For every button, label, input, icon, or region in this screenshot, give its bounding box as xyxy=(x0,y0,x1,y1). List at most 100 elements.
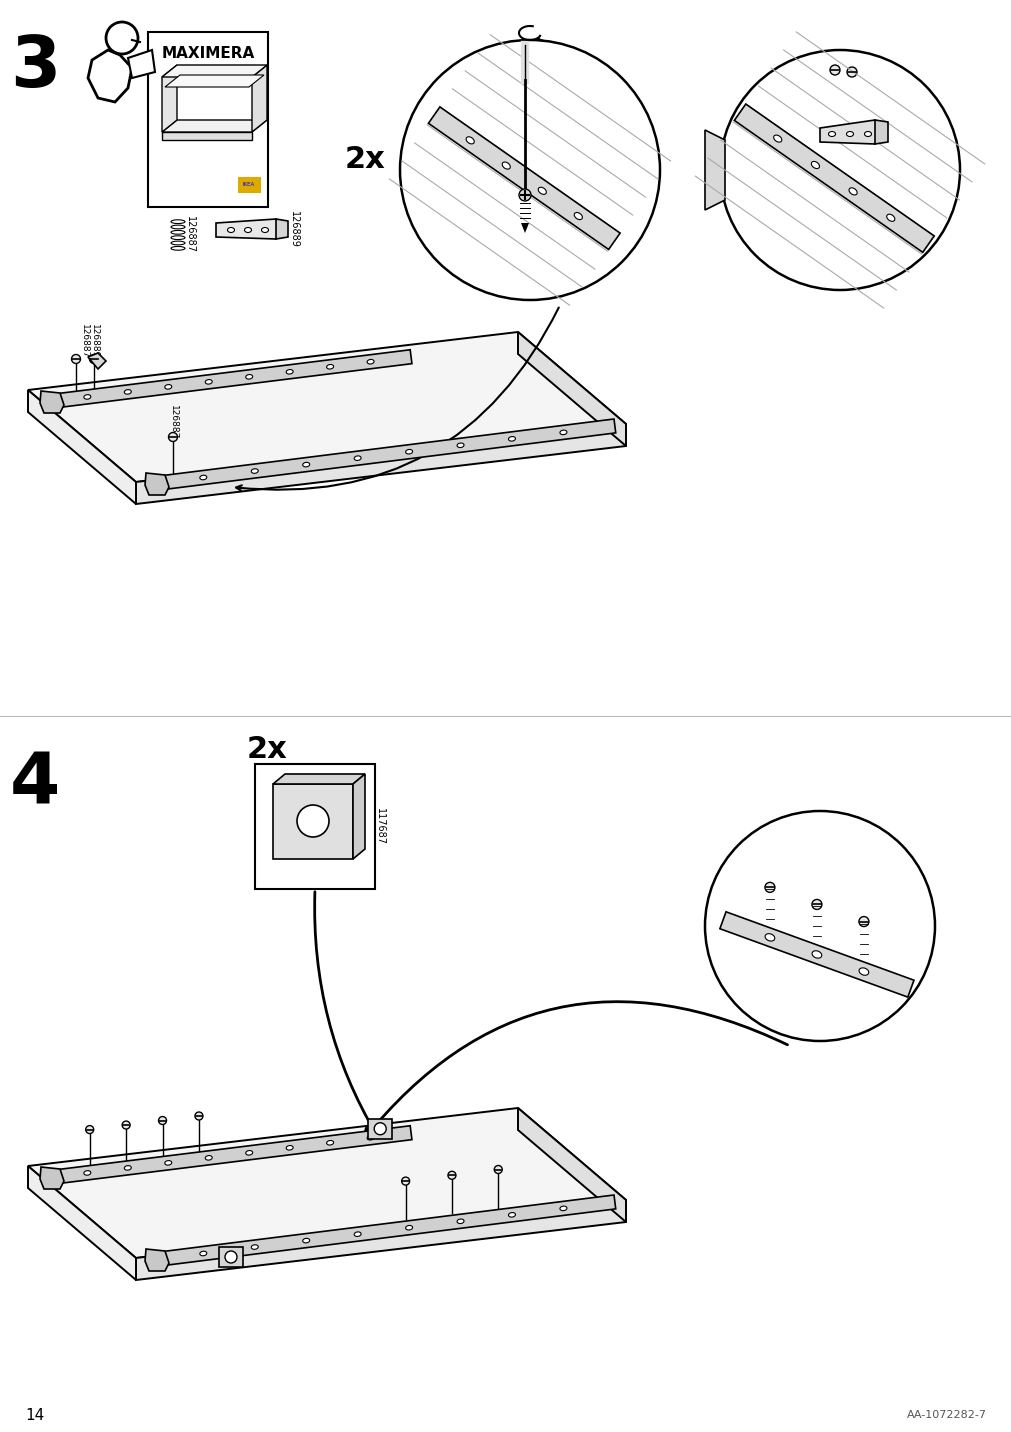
Bar xyxy=(255,765,375,889)
Ellipse shape xyxy=(302,463,309,467)
Ellipse shape xyxy=(84,1170,91,1176)
Ellipse shape xyxy=(286,1146,293,1150)
Polygon shape xyxy=(521,223,529,233)
Ellipse shape xyxy=(367,1136,374,1140)
Polygon shape xyxy=(145,1249,169,1272)
Polygon shape xyxy=(162,64,177,132)
Ellipse shape xyxy=(811,162,819,169)
Polygon shape xyxy=(819,120,882,145)
Polygon shape xyxy=(276,219,288,239)
Polygon shape xyxy=(28,332,626,483)
Ellipse shape xyxy=(245,228,252,232)
Text: 126887: 126887 xyxy=(169,405,177,440)
Polygon shape xyxy=(273,783,353,859)
Ellipse shape xyxy=(246,1150,253,1156)
Text: 100347: 100347 xyxy=(911,898,921,935)
Ellipse shape xyxy=(205,1156,212,1160)
Ellipse shape xyxy=(261,228,268,232)
Text: 2x: 2x xyxy=(247,735,287,763)
Ellipse shape xyxy=(508,1213,515,1217)
Bar xyxy=(238,178,260,192)
Ellipse shape xyxy=(863,132,870,136)
Ellipse shape xyxy=(205,379,212,384)
Ellipse shape xyxy=(165,1160,172,1166)
Circle shape xyxy=(811,899,821,909)
Ellipse shape xyxy=(828,132,835,136)
Ellipse shape xyxy=(559,430,566,435)
Polygon shape xyxy=(215,219,281,239)
Ellipse shape xyxy=(858,968,867,975)
Polygon shape xyxy=(273,775,365,783)
Polygon shape xyxy=(28,1166,135,1280)
Ellipse shape xyxy=(354,1232,361,1236)
Circle shape xyxy=(519,189,531,200)
Circle shape xyxy=(829,64,839,74)
Text: 126889: 126889 xyxy=(89,324,98,358)
Circle shape xyxy=(195,1113,203,1120)
Circle shape xyxy=(858,916,868,927)
Text: 126887: 126887 xyxy=(809,96,819,133)
Circle shape xyxy=(159,1117,167,1124)
Text: 4: 4 xyxy=(10,749,60,819)
Ellipse shape xyxy=(559,1206,566,1210)
Polygon shape xyxy=(353,775,365,859)
Ellipse shape xyxy=(538,188,546,195)
Text: IKEA: IKEA xyxy=(243,182,255,188)
Polygon shape xyxy=(162,120,267,132)
Circle shape xyxy=(122,1121,130,1128)
Ellipse shape xyxy=(84,395,91,400)
Polygon shape xyxy=(518,1108,626,1221)
Polygon shape xyxy=(518,332,626,445)
Ellipse shape xyxy=(199,1252,206,1256)
Polygon shape xyxy=(428,107,620,249)
Circle shape xyxy=(374,1123,386,1134)
Polygon shape xyxy=(162,64,267,77)
Circle shape xyxy=(448,1171,456,1180)
Text: MAXIMERA: MAXIMERA xyxy=(161,46,255,62)
Polygon shape xyxy=(28,390,135,504)
Polygon shape xyxy=(705,130,724,211)
Text: 2x: 2x xyxy=(345,146,385,175)
Ellipse shape xyxy=(457,1219,464,1223)
Ellipse shape xyxy=(405,450,412,454)
Ellipse shape xyxy=(508,437,515,441)
Ellipse shape xyxy=(764,934,774,941)
Ellipse shape xyxy=(457,442,464,448)
Ellipse shape xyxy=(466,137,474,143)
Polygon shape xyxy=(162,132,252,140)
Ellipse shape xyxy=(327,365,334,369)
Text: 126889: 126889 xyxy=(289,211,298,248)
Circle shape xyxy=(705,811,934,1041)
Polygon shape xyxy=(252,64,267,132)
Circle shape xyxy=(764,882,774,892)
Ellipse shape xyxy=(124,1166,131,1170)
Text: 14: 14 xyxy=(25,1408,44,1422)
Polygon shape xyxy=(165,74,264,87)
Ellipse shape xyxy=(848,188,856,195)
Ellipse shape xyxy=(227,228,235,232)
Polygon shape xyxy=(45,1126,411,1184)
Ellipse shape xyxy=(251,1244,258,1249)
Polygon shape xyxy=(40,1167,64,1189)
Bar xyxy=(148,32,268,208)
Polygon shape xyxy=(127,50,155,77)
Ellipse shape xyxy=(405,1226,412,1230)
Polygon shape xyxy=(135,1200,626,1280)
Ellipse shape xyxy=(573,212,581,219)
Circle shape xyxy=(106,21,137,54)
Circle shape xyxy=(224,1252,237,1263)
Ellipse shape xyxy=(251,468,258,474)
Circle shape xyxy=(169,432,177,441)
Polygon shape xyxy=(151,1194,615,1267)
Polygon shape xyxy=(719,912,913,997)
Ellipse shape xyxy=(367,359,374,364)
Text: 117687: 117687 xyxy=(375,808,384,845)
Ellipse shape xyxy=(302,1239,309,1243)
Ellipse shape xyxy=(886,215,894,222)
Polygon shape xyxy=(28,1108,626,1257)
Text: 126887: 126887 xyxy=(185,216,195,253)
Ellipse shape xyxy=(811,951,821,958)
Ellipse shape xyxy=(246,375,253,379)
Polygon shape xyxy=(45,349,411,410)
Circle shape xyxy=(846,67,856,77)
